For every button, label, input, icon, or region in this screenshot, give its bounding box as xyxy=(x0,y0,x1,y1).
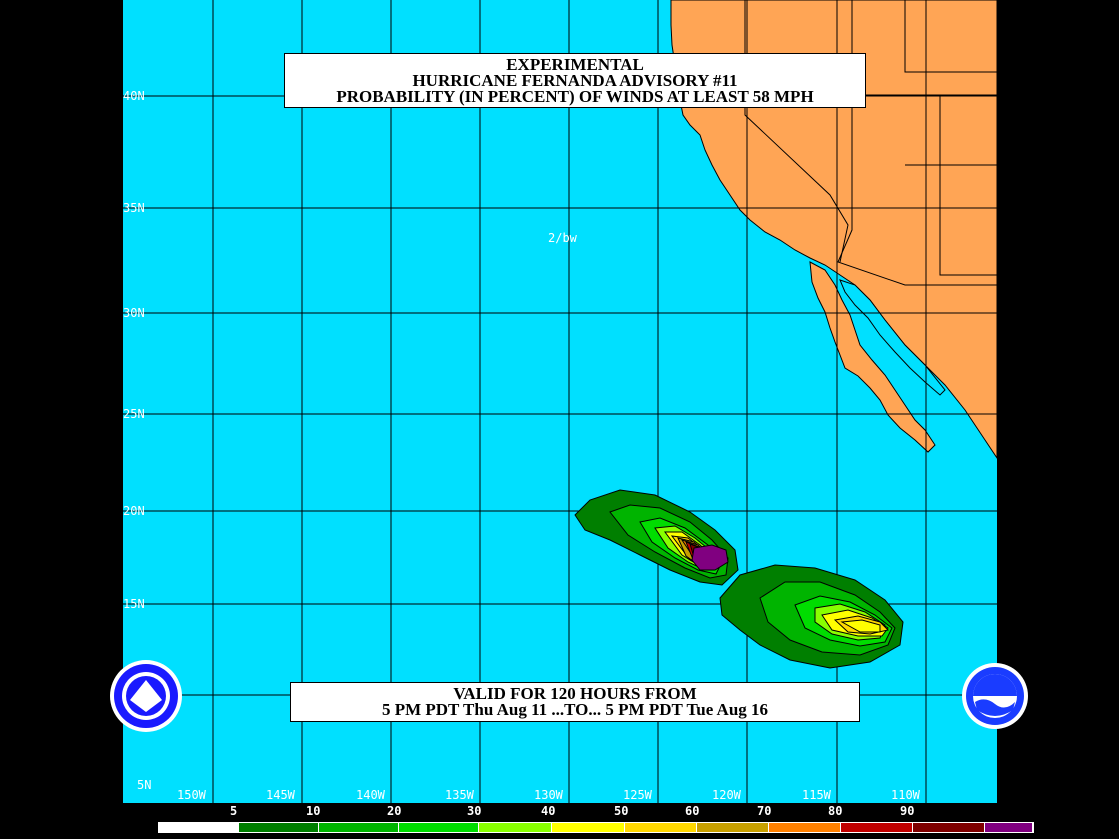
baja-peninsula xyxy=(809,261,936,453)
lat-label: 20N xyxy=(123,504,145,518)
title-box: EXPERIMENTAL HURRICANE FERNANDA ADVISORY… xyxy=(284,53,866,108)
legend-value: 70 xyxy=(757,804,772,818)
lon-label: 130W xyxy=(534,788,563,802)
legend-swatch xyxy=(319,823,399,832)
legend-swatch xyxy=(479,823,552,832)
valid-line-2: 5 PM PDT Thu Aug 11 ...TO... 5 PM PDT Tu… xyxy=(381,700,769,719)
lon-label: 110W xyxy=(891,788,920,802)
legend-swatch xyxy=(239,823,319,832)
title-line-1: EXPERIMENTAL xyxy=(506,55,644,74)
legend-value: 80 xyxy=(828,804,843,818)
legend-swatch xyxy=(625,823,697,832)
legend-value: 10 xyxy=(306,804,321,818)
legend-value: 60 xyxy=(685,804,700,818)
lon-label: 150W xyxy=(177,788,206,802)
legend-swatch xyxy=(697,823,769,832)
legend-color-bar xyxy=(158,822,1034,833)
lat-label: 15N xyxy=(123,597,145,611)
legend-swatch xyxy=(841,823,913,832)
probability-contours-west xyxy=(574,489,739,586)
title-line-2: HURRICANE FERNANDA ADVISORY #11 xyxy=(412,71,738,90)
legend-value: 90 xyxy=(900,804,915,818)
legend-value: 50 xyxy=(614,804,629,818)
valid-time-box: VALID FOR 120 HOURS FROM 5 PM PDT Thu Au… xyxy=(290,682,860,722)
legend-value: 30 xyxy=(467,804,482,818)
lat-label: 30N xyxy=(123,306,145,320)
legend-swatch xyxy=(399,823,479,832)
legend-value: 20 xyxy=(387,804,402,818)
legend-swatch xyxy=(552,823,625,832)
title-line-3: PROBABILITY (IN PERCENT) OF WINDS AT LEA… xyxy=(336,87,814,106)
lon-label: 145W xyxy=(266,788,295,802)
legend-swatch xyxy=(985,823,1033,832)
nws-logo xyxy=(110,660,182,732)
gulf-of-california xyxy=(839,279,946,396)
legend-value: 40 xyxy=(541,804,556,818)
lat-label: 40N xyxy=(123,89,145,103)
lon-label: 140W xyxy=(356,788,385,802)
legend-value: 5 xyxy=(230,804,238,818)
legend-swatch xyxy=(769,823,841,832)
lon-label: 125W xyxy=(623,788,652,802)
valid-line-1: VALID FOR 120 HOURS FROM xyxy=(453,684,697,703)
lat-label: 5N xyxy=(137,778,152,792)
lon-label: 115W xyxy=(802,788,831,802)
lat-label: 35N xyxy=(123,201,145,215)
noaa-logo xyxy=(962,663,1028,729)
analyst-annotation: 2/bw xyxy=(548,231,577,245)
legend-swatch xyxy=(159,823,239,832)
legend-swatch xyxy=(913,823,985,832)
lon-label: 120W xyxy=(712,788,741,802)
lat-label: 25N xyxy=(123,407,145,421)
probability-contours-east xyxy=(719,564,904,669)
lon-label: 135W xyxy=(445,788,474,802)
